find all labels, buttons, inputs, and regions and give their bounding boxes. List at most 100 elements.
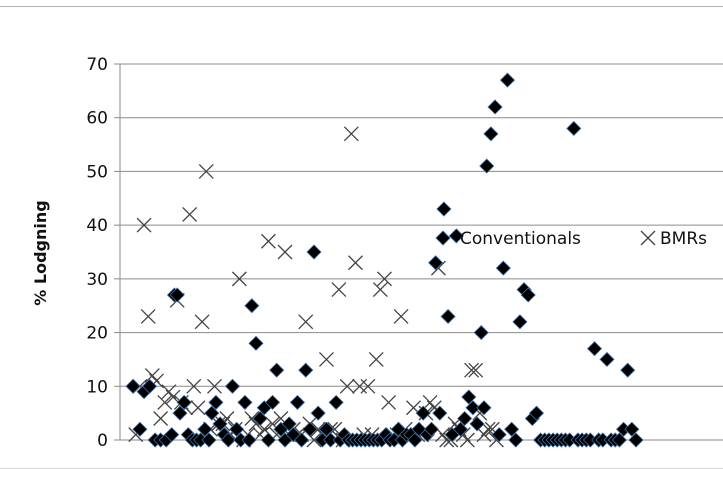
conventional-point-82 [469, 416, 485, 432]
bmr-point-51 [339, 378, 355, 394]
legend-symbol-conventionals [435, 230, 451, 246]
bmr-point-7 [157, 394, 173, 410]
conventional-point-0 [125, 378, 141, 394]
conventional-point-34 [269, 362, 285, 378]
conventional-point-42 [302, 421, 318, 437]
y-tick-label-0: 0 [97, 431, 108, 451]
bmr-point-16 [194, 314, 210, 330]
bmr-point-15 [190, 400, 206, 416]
conventional-point-27 [241, 432, 257, 448]
conventional-point-75 [440, 308, 456, 325]
bmr-point-60 [377, 271, 392, 287]
legend-label-conventionals: Conventionals [460, 229, 581, 249]
conventional-point-10 [172, 405, 188, 421]
bmr-point-19 [207, 378, 222, 394]
bmr-point-64 [393, 308, 409, 324]
conventional-point-11 [176, 394, 192, 410]
conventional-point-81 [465, 400, 481, 416]
bmr-point-46 [319, 351, 334, 367]
bmr-point-36 [277, 244, 293, 260]
conventional-point-20 [212, 416, 228, 432]
conventional-point-37 [281, 416, 297, 432]
conventional-point-32 [260, 432, 276, 448]
bmr-point-61 [381, 394, 397, 410]
conventional-point-117 [611, 432, 627, 448]
conventional-point-83 [473, 325, 489, 341]
conventional-point-41 [298, 362, 314, 378]
conventional-point-23 [224, 378, 241, 394]
bmr-point-3 [140, 308, 156, 324]
conventional-point-3 [142, 378, 158, 394]
conventional-point-97 [528, 405, 545, 421]
y-tick-labels: 0 10 20 30 40 50 60 70 [86, 55, 108, 451]
y-tick-label-30: 30 [86, 270, 108, 290]
bmr-point-25 [231, 271, 247, 287]
y-axis-label: % Lodgning [31, 200, 50, 305]
y-tick-label-60: 60 [86, 109, 108, 129]
axes [119, 64, 723, 441]
conventional-point-92 [508, 432, 524, 448]
bmr-point-59 [372, 282, 388, 298]
conventional-point-90 [499, 72, 516, 88]
conventional-point-71 [423, 421, 440, 437]
conventional-point-78 [452, 421, 469, 437]
legend-label-bmrs: BMRs [660, 229, 707, 249]
legend: Conventionals BMRs [435, 229, 707, 249]
conventional-point-120 [624, 421, 640, 437]
conventional-point-17 [201, 432, 217, 448]
bmr-point-52 [343, 126, 359, 142]
conventional-point-39 [289, 394, 306, 410]
bmr-point-6 [153, 411, 169, 426]
conventional-point-91 [504, 421, 520, 437]
conventional-point-48 [328, 394, 344, 410]
conventional-point-26 [237, 394, 253, 410]
y-tick-label-50: 50 [86, 162, 108, 182]
bmr-point-81 [464, 362, 480, 378]
bmr-point-54 [352, 378, 368, 394]
conventional-point-121 [628, 432, 644, 448]
bmr-point-80 [459, 432, 475, 448]
bmr-point-58 [368, 351, 384, 367]
conventional-point-119 [620, 362, 636, 378]
conventional-point-93 [512, 314, 528, 330]
bmr-point-49 [331, 282, 347, 298]
conventional-point-95 [520, 287, 536, 303]
conventional-point-74 [436, 201, 452, 217]
conventional-point-73 [432, 405, 448, 421]
conventional-point-80 [461, 389, 477, 405]
conventional-point-44 [310, 405, 326, 421]
bottom-border-line [0, 468, 723, 469]
conventional-point-46 [318, 421, 335, 437]
bmr-point-32 [260, 233, 276, 249]
y-tick-label-20: 20 [86, 324, 108, 344]
conventional-point-86 [483, 126, 499, 142]
y-tick-label-10: 10 [86, 377, 108, 397]
conventional-point-67 [407, 432, 423, 448]
conventional-point-85 [479, 158, 495, 174]
conventional-point-33 [265, 394, 281, 410]
conventional-point-30 [252, 410, 268, 427]
conventional-point-29 [248, 335, 264, 351]
conventional-point-89 [495, 260, 511, 276]
conventional-point-88 [491, 427, 507, 443]
y-tick-label-70: 70 [86, 55, 108, 75]
bmr-point-14 [186, 378, 202, 394]
gridlines [114, 63, 723, 441]
conventional-point-69 [415, 405, 431, 421]
bmr-point-53 [348, 255, 363, 271]
data-points [125, 72, 644, 448]
bmr-point-17 [198, 163, 214, 179]
bmr-point-82 [468, 362, 484, 378]
conventional-point-9 [169, 287, 185, 303]
bmr-point-41 [298, 314, 314, 330]
conventional-point-72 [428, 255, 444, 271]
legend-symbol-bmrs [640, 230, 656, 246]
conventional-point-87 [487, 99, 503, 115]
bmr-point-56 [360, 378, 376, 394]
y-tick-label-40: 40 [86, 216, 108, 236]
conventional-point-84 [476, 400, 492, 416]
conventional-point-19 [208, 394, 224, 410]
conventional-point-1 [132, 421, 148, 437]
